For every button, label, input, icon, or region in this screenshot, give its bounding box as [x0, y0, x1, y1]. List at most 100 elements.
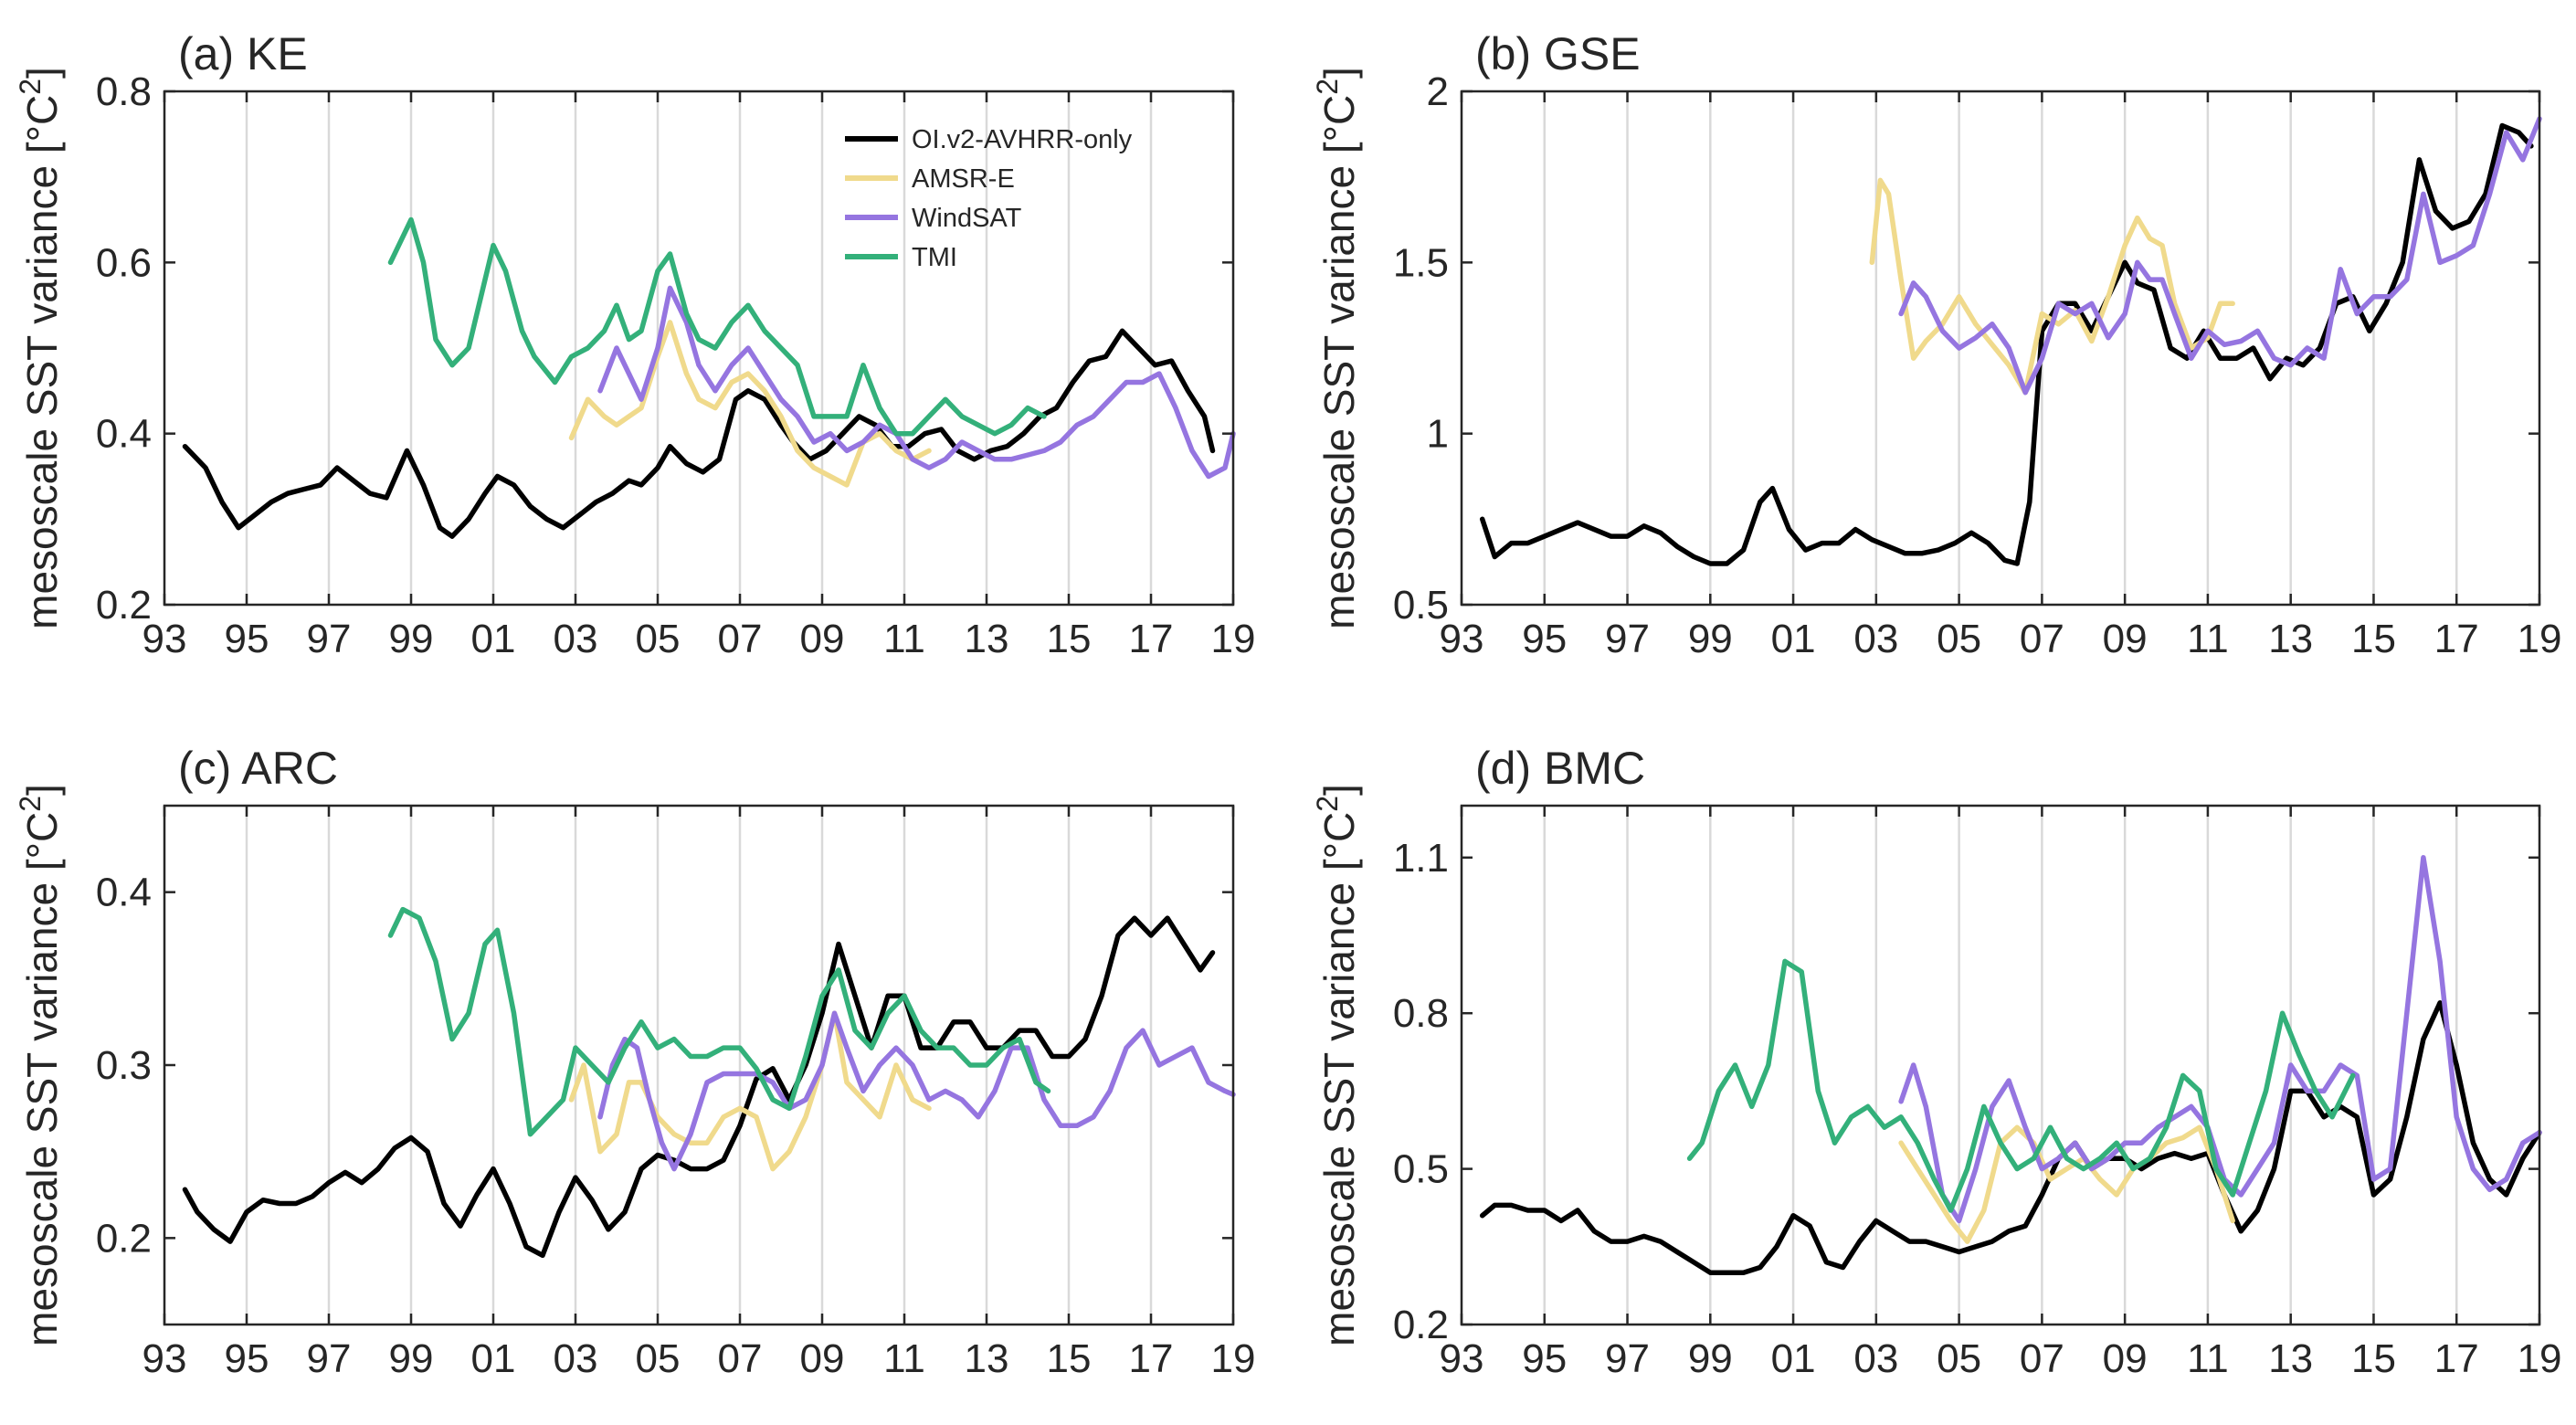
x-tick-label: 11: [2187, 1336, 2229, 1381]
x-tick-label: 99: [389, 617, 434, 661]
x-tick-label: 05: [1937, 617, 1981, 661]
legend: OI.v2-AVHRR-only AMSR-E WindSAT TMI: [845, 125, 1133, 272]
x-tick-label: 11: [883, 1336, 925, 1381]
panel-title: (b) GSE: [1475, 28, 1641, 79]
x-tick-label: 07: [718, 1336, 763, 1381]
y-tick-label: 0.5: [1393, 583, 1449, 628]
series-line-amsr-e: [1869, 177, 2235, 396]
x-tick-label: 09: [2103, 617, 2148, 661]
x-tick-label: 17: [2434, 617, 2479, 661]
x-tick-label: 15: [2351, 1336, 2396, 1381]
y-tick-label: 0.6: [96, 240, 152, 285]
x-tick-label: 19: [1211, 617, 1256, 661]
x-tick-label: 03: [554, 1336, 598, 1381]
y-tick-label: 1: [1427, 412, 1449, 457]
panel-0: 93 95 97 99 01 03 05 07 09 11 13 15 17 19 0.2 0.4 0.6 0.8…: [14, 28, 1255, 661]
series-line-windsat: [1898, 855, 2542, 1224]
legend-label: TMI: [912, 243, 957, 272]
x-tick-label: 17: [1129, 617, 1174, 661]
x-tick-label: 95: [1522, 617, 1567, 661]
axes-frame: [163, 804, 1235, 1326]
y-tick-label: 0.4: [96, 871, 152, 915]
panel-title: (c) ARC: [178, 743, 338, 794]
x-tick-label: 01: [471, 1336, 516, 1381]
series-line-amsr-e: [1898, 1124, 2235, 1244]
y-tick-label: 2: [1427, 69, 1449, 114]
x-tick-label: 99: [1688, 1336, 1733, 1381]
x-tick-label: 05: [1937, 1336, 1981, 1381]
x-tick-label: 19: [2518, 617, 2562, 661]
x-tick-label: 13: [2268, 1336, 2313, 1381]
legend-label: AMSR-E: [912, 164, 1015, 194]
y-tick-label: 0.2: [96, 583, 152, 628]
x-tick-label: 15: [1047, 1336, 1092, 1381]
x-tick-label: 15: [1047, 617, 1092, 661]
x-tick-label: 09: [800, 617, 845, 661]
x-tick-label: 13: [965, 617, 1009, 661]
x-tick-label: 11: [883, 617, 925, 661]
panel-title: (d) BMC: [1475, 743, 1645, 794]
x-tick-label: 13: [965, 1336, 1009, 1381]
panel-3: 93 95 97 99 01 03 05 07 09 11 13 15 17 19 0.2 0.5 0.8 1.1…: [1311, 743, 2561, 1381]
series-line-tmi: [387, 906, 1051, 1137]
x-tick-label: 19: [1211, 1336, 1256, 1381]
x-tick-label: 97: [307, 1336, 352, 1381]
series-line-windsat: [1898, 116, 2542, 396]
x-tick-label: 95: [1522, 1336, 1567, 1381]
x-tick-label: 11: [2187, 617, 2229, 661]
x-tick-label: 93: [1440, 1336, 1484, 1381]
panel-1: 93 95 97 99 01 03 05 07 09 11 13 15 17 19 0.5 1 1.5 2 meso…: [1311, 28, 2561, 661]
series-line-oi-v2-avhrr-only: [1479, 122, 2534, 566]
y-axis-title: mesoscale SST variance [°C2]: [14, 784, 66, 1346]
x-tick-label: 09: [800, 1336, 845, 1381]
y-tick-label: 0.5: [1393, 1147, 1449, 1192]
x-tick-label: 07: [718, 617, 763, 661]
x-tick-label: 93: [143, 1336, 187, 1381]
series-line-amsr-e: [568, 1010, 932, 1172]
series-line-oi-v2-avhrr-only: [182, 915, 1216, 1259]
y-tick-label: 0.3: [96, 1043, 152, 1088]
axes-frame: [1460, 90, 2541, 607]
y-tick-label: 0.4: [96, 412, 152, 457]
x-tick-label: 17: [2434, 1336, 2479, 1381]
x-tick-label: 97: [1605, 617, 1650, 661]
x-tick-label: 19: [2518, 1336, 2562, 1381]
legend-label: WindSAT: [912, 204, 1022, 233]
legend-label: OI.v2-AVHRR-only: [912, 125, 1133, 154]
x-tick-label: 97: [1605, 1336, 1650, 1381]
y-axis-title: mesoscale SST variance [°C2]: [1311, 67, 1363, 629]
y-tick-label: 0.2: [96, 1216, 152, 1261]
y-tick-label: 0.2: [1393, 1303, 1449, 1347]
x-tick-label: 97: [307, 617, 352, 661]
x-tick-label: 93: [143, 617, 187, 661]
y-axis-title: mesoscale SST variance [°C2]: [1311, 784, 1363, 1346]
x-tick-label: 05: [636, 617, 681, 661]
series-line-windsat: [597, 285, 1236, 480]
x-tick-label: 15: [2351, 617, 2396, 661]
x-tick-label: 17: [1129, 1336, 1174, 1381]
x-tick-label: 95: [225, 1336, 269, 1381]
series-line-tmi: [387, 216, 1047, 437]
y-tick-label: 0.8: [1393, 991, 1449, 1036]
x-tick-label: 95: [225, 617, 269, 661]
axes-frame: [1460, 804, 2541, 1326]
y-axis-title: mesoscale SST variance [°C2]: [14, 67, 66, 629]
panel-title: (a) KE: [178, 28, 308, 79]
series-line-tmi: [1686, 958, 2356, 1213]
series-line-oi-v2-avhrr-only: [182, 328, 1216, 539]
x-tick-label: 07: [2020, 1336, 2064, 1381]
x-tick-label: 13: [2268, 617, 2313, 661]
axes-frame: [163, 90, 1235, 607]
y-tick-label: 1.5: [1393, 240, 1449, 285]
x-tick-label: 99: [389, 1336, 434, 1381]
x-tick-label: 99: [1688, 617, 1733, 661]
x-tick-label: 05: [636, 1336, 681, 1381]
panel-2: 93 95 97 99 01 03 05 07 09 11 13 15 17 19 0.2 0.3 0.4 mes…: [14, 743, 1255, 1381]
x-tick-label: 07: [2020, 617, 2064, 661]
series-line-oi-v2-avhrr-only: [1479, 1000, 2542, 1275]
series-line-windsat: [597, 1010, 1236, 1172]
x-tick-label: 09: [2103, 1336, 2148, 1381]
x-tick-label: 93: [1440, 617, 1484, 661]
x-tick-label: 01: [1771, 1336, 1816, 1381]
